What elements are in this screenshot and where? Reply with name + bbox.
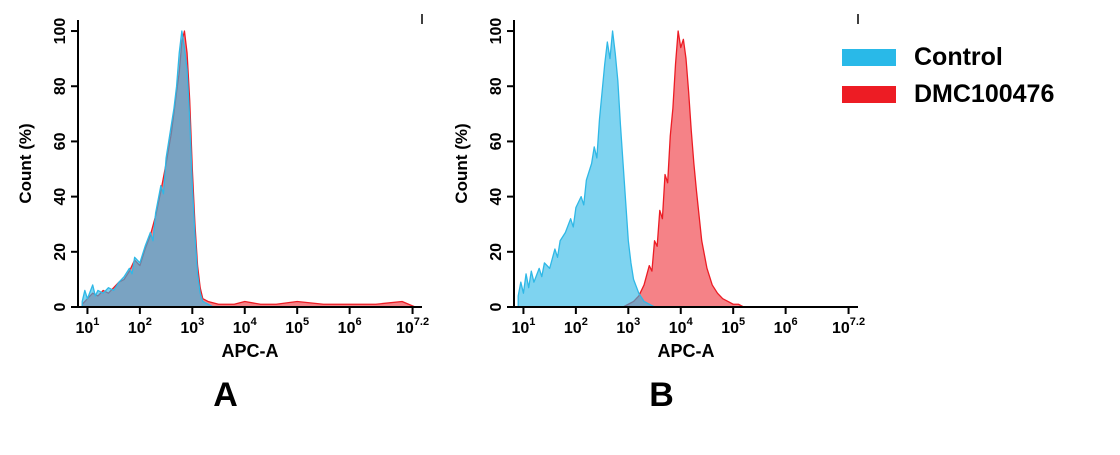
x-tick-label: 103: [180, 316, 204, 337]
y-tick-label: 80: [488, 77, 505, 95]
legend-swatch-dmc100476: [842, 85, 896, 103]
series-control: [517, 30, 656, 308]
histogram-chart-a: 0 20 40 60 80 100 101 102 103 104 105 106 107.2 Count…: [16, 14, 429, 361]
legend-swatch-control: [842, 49, 896, 67]
y-axis-label: Count (%): [16, 123, 35, 203]
x-tick-label: 107.2: [396, 316, 429, 337]
legend-item-dmc100476: DMC100476: [842, 79, 1055, 109]
panel-a: 0 20 40 60 80 100 101 102 103 104 105 106 107.2 Count…: [16, 2, 436, 415]
panel-a-label: A: [213, 376, 239, 414]
x-tick-label: 106: [774, 316, 798, 337]
series-dmc100476: [622, 30, 745, 308]
x-tick-label: 105: [285, 316, 309, 337]
y-tick-label: 0: [488, 302, 505, 311]
y-tick-label: 100: [488, 18, 505, 45]
legend-label: DMC100476: [914, 79, 1055, 108]
y-axis-label: Count (%): [452, 123, 471, 203]
x-tick-label: 102: [564, 316, 588, 337]
panel-b-label: B: [649, 376, 675, 414]
x-tick-label: 106: [338, 316, 362, 337]
y-tick-label: 60: [488, 132, 505, 150]
x-tick-label: 102: [128, 316, 152, 337]
x-tick-label: 101: [75, 316, 99, 337]
x-tick-label: 103: [616, 316, 640, 337]
x-tick-label: 105: [721, 316, 745, 337]
y-tick-label: 20: [488, 243, 505, 261]
y-tick-label: 80: [52, 77, 69, 95]
legend-label: Control: [914, 43, 1003, 71]
y-tick-label: 100: [52, 18, 69, 45]
y-tick-label: 40: [52, 188, 69, 206]
legend-item-control: Control: [842, 43, 1054, 72]
histogram-chart-b: 0 20 40 60 80 100 101 102 103 104 105 106 107.2 Count…: [452, 14, 865, 361]
legend: Control DMC100476: [842, 43, 1055, 117]
y-tick-label: 40: [488, 188, 505, 206]
series-control: [81, 30, 214, 308]
y-tick-label: 60: [52, 132, 69, 150]
x-axis-label: APC-A: [658, 341, 715, 361]
panel-b: 0 20 40 60 80 100 101 102 103 104 105 106 107.2 Count…: [452, 2, 872, 415]
x-tick-label: 107.2: [832, 316, 865, 337]
x-axis-label: APC-A: [222, 341, 279, 361]
series-dmc100476: [81, 30, 416, 308]
x-tick-label: 104: [233, 316, 258, 337]
x-tick-label: 104: [669, 316, 694, 337]
y-tick-label: 0: [52, 302, 69, 311]
x-tick-label: 101: [511, 316, 535, 337]
y-tick-label: 20: [52, 243, 69, 261]
